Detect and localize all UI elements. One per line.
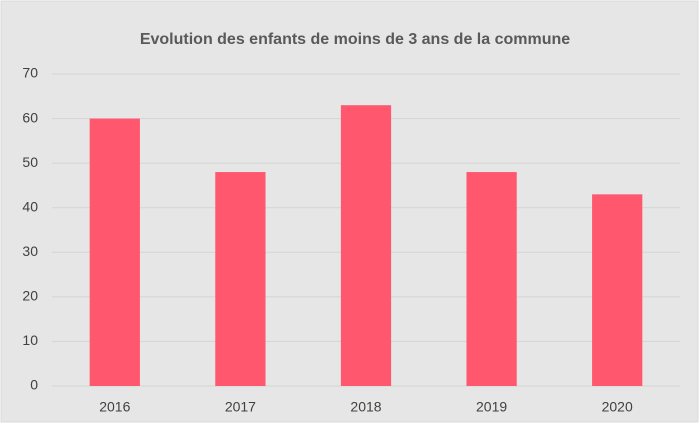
bar — [215, 172, 266, 386]
x-tick-label: 2018 — [350, 399, 381, 415]
bar — [592, 194, 643, 386]
bar — [89, 118, 140, 387]
y-tick-label: 70 — [22, 65, 38, 81]
y-tick-label: 30 — [22, 243, 38, 259]
y-tick-label: 10 — [22, 332, 38, 348]
bar — [340, 105, 392, 386]
chart-title: Evolution des enfants de moins de 3 ans … — [140, 31, 570, 48]
y-tick-label: 40 — [22, 198, 38, 214]
y-tick-label: 60 — [22, 109, 38, 125]
x-tick-label: 2019 — [476, 399, 507, 415]
y-tick-label: 50 — [22, 154, 38, 170]
y-tick-label: 0 — [30, 377, 38, 393]
x-tick-label: 2020 — [602, 399, 633, 415]
x-tick-label: 2016 — [99, 399, 130, 415]
x-tick-label: 2017 — [225, 399, 256, 415]
y-tick-label: 20 — [22, 288, 38, 304]
bar — [466, 172, 517, 386]
